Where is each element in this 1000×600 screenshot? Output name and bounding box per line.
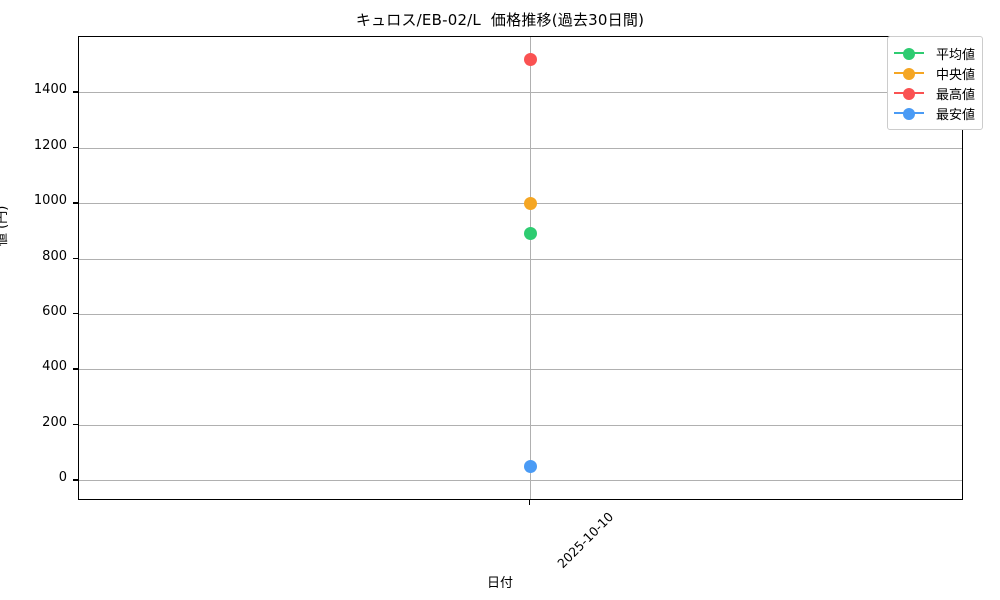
- legend-item-label: 中央値: [936, 67, 976, 83]
- x-axis-label: 日付: [486, 576, 513, 591]
- gridline-horizontal: [79, 258, 962, 260]
- gridline-horizontal: [79, 424, 962, 426]
- legend-item[interactable]: 中央値: [894, 63, 975, 83]
- legend-dot-icon: [903, 87, 915, 100]
- y-axis-tick-mark: [73, 313, 78, 315]
- legend-marker-icon: [894, 86, 924, 100]
- y-axis-tick-mark: [73, 368, 78, 370]
- legend-item-label: 最安値: [936, 107, 976, 123]
- gridline-horizontal: [79, 203, 962, 205]
- data-point-marker: [523, 196, 537, 210]
- y-axis-tick-label: 0: [58, 470, 67, 486]
- chart-legend: 平均値中央値最高値最安値: [887, 36, 984, 130]
- legend-item-label: 最高値: [936, 87, 976, 103]
- y-axis-tick-mark: [73, 257, 78, 259]
- legend-marker-icon: [894, 46, 924, 60]
- gridline-horizontal: [79, 92, 962, 94]
- legend-item[interactable]: 最安値: [894, 103, 975, 123]
- plot-area: [78, 36, 963, 500]
- gridline-horizontal: [79, 314, 962, 315]
- legend-dot-icon: [903, 107, 915, 120]
- data-point-marker: [523, 53, 537, 67]
- gridline-vertical: [530, 37, 531, 499]
- y-axis-tick-label: 600: [42, 304, 67, 319]
- x-axis-tick-label: 2025-10-10: [554, 509, 617, 571]
- y-axis-tick-label: 1200: [33, 137, 67, 153]
- y-axis-tick-mark: [73, 479, 78, 481]
- y-axis-tick-label: 800: [42, 248, 67, 264]
- gridline-horizontal: [79, 369, 962, 371]
- y-axis-tick-label: 400: [42, 359, 67, 375]
- data-point-marker: [523, 459, 537, 473]
- y-axis-tick-label: 200: [42, 414, 67, 430]
- y-axis-tick-mark: [73, 202, 78, 204]
- legend-marker-icon: [894, 66, 924, 80]
- y-axis-label: 値 (円): [0, 205, 10, 246]
- y-axis-tick-label: 1000: [33, 193, 67, 209]
- y-axis-tick-mark: [73, 146, 78, 149]
- y-axis-tick-mark: [73, 423, 78, 426]
- y-axis-tick-mark: [73, 91, 78, 93]
- legend-item[interactable]: 最高値: [894, 83, 975, 103]
- y-axis-tick-label: 1400: [33, 82, 67, 98]
- gridline-horizontal: [79, 480, 962, 482]
- legend-dot-icon: [903, 47, 915, 60]
- gridline-horizontal: [79, 147, 962, 149]
- x-axis-tick-mark: [529, 500, 531, 505]
- legend-item[interactable]: 平均値: [894, 43, 975, 63]
- legend-dot-icon: [903, 67, 915, 80]
- data-point-marker: [523, 227, 537, 241]
- legend-marker-icon: [894, 106, 924, 120]
- legend-item-label: 平均値: [936, 47, 976, 63]
- chart-title: キュロス/EB-02/L 価格推移(過去30日間): [355, 11, 645, 29]
